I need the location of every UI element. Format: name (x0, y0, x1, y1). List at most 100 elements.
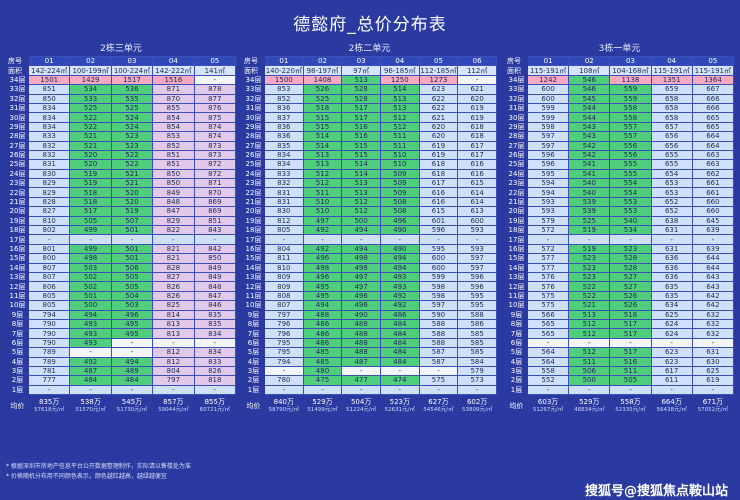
price-cell: 502 (69, 281, 112, 292)
price-cell: 522 (568, 290, 611, 302)
price-cell: 520 (110, 196, 154, 208)
price-cell: 508 (379, 196, 420, 208)
price-cell: 540 (609, 215, 652, 227)
price-cell: 621 (418, 112, 459, 123)
price-cell: 546 (568, 74, 611, 86)
table-row: 7层 790 493 495 813 834 (7, 328, 237, 339)
price-cell: 1242 (526, 74, 570, 86)
price-cell: 496 (302, 271, 343, 283)
avg-unit-price: 51499元/㎡ (307, 407, 338, 414)
price-cell: 617 (418, 178, 459, 189)
price-cell: 596 (457, 281, 497, 292)
table-row: 31层 836 518 517 513 622 619 (243, 102, 497, 114)
price-cell: 821 (152, 253, 195, 264)
price-cell: 514 (379, 84, 420, 95)
price-cell: 520 (110, 187, 154, 198)
price-cell: 494 (302, 300, 343, 311)
avg-cell: 855万 60721元/㎡ (194, 395, 235, 418)
price-cell: 505 (69, 215, 112, 227)
table-row: 10层 805 500 503 825 846 (7, 300, 237, 311)
avg-total: 857万 (163, 398, 184, 407)
price-cell: 789 (27, 347, 71, 358)
price-cell: 513 (302, 149, 343, 161)
price-cell: 666 (691, 102, 735, 114)
floor-label: 9层 (11, 310, 24, 319)
price-cell: 497 (341, 271, 381, 283)
floor-label: 10层 (245, 301, 262, 310)
price-cell: 826 (193, 365, 237, 377)
price-cell: - (193, 337, 237, 349)
floor-label: 12层 (245, 282, 262, 291)
avg-cell: 602万 53809元/㎡ (458, 395, 497, 418)
price-cell: 832 (27, 140, 71, 151)
price-cell: 587 (418, 347, 459, 358)
price-cell: 486 (302, 337, 343, 349)
table-row: 26层 834 513 515 510 619 617 (243, 149, 497, 161)
table-row: 8层 790 493 495 813 835 (7, 318, 237, 330)
table-row: 25层 831 520 522 851 872 (7, 159, 237, 170)
price-cell: 590 (418, 309, 459, 320)
floor-label: 14层 (9, 263, 26, 272)
price-cell: 596 (526, 149, 570, 161)
price-cell: - (457, 384, 497, 396)
price-cell: - (27, 384, 71, 396)
price-cell: 552 (526, 375, 570, 386)
price-cell: 818 (193, 375, 237, 386)
price-cell: 526 (609, 300, 652, 311)
price-cell: 597 (457, 253, 497, 264)
avg-total: 529万 (312, 398, 333, 407)
price-cell: 825 (152, 300, 195, 311)
floor-label: 28层 (9, 132, 26, 141)
price-cell: - (264, 365, 304, 377)
price-cell: 653 (650, 178, 693, 189)
floor-label: 29层 (245, 122, 262, 131)
avg-row: 均价 603万 51267元/㎡ 529万 48834元/㎡ 558万 52335元/㎡ 66… (506, 395, 734, 418)
price-cell: 813 (152, 328, 195, 339)
price-cell: 564 (526, 347, 570, 358)
price-cell: 593 (457, 243, 497, 255)
floor-label: 10层 (9, 301, 26, 310)
price-cell: 850 (193, 253, 237, 264)
table-row: 14层 810 498 498 494 600 597 (243, 262, 497, 274)
floor-label: 30层 (508, 113, 525, 122)
table-row: 18层 572 519 534 631 639 (506, 225, 735, 236)
price-cell: 490 (341, 309, 381, 320)
price-cell: 615 (418, 206, 459, 217)
price-cell: 523 (568, 262, 611, 274)
table-row: 21层 831 510 512 508 616 614 (243, 196, 497, 208)
price-cell: 801 (27, 243, 71, 255)
price-cell: 579 (457, 365, 497, 377)
table-row: 25层 834 513 514 510 618 616 (243, 159, 497, 170)
table-row: 15层 800 498 501 821 850 (7, 253, 237, 264)
price-cell: 595 (418, 243, 459, 255)
price-cell: 616 (457, 159, 497, 170)
price-cell: 490 (379, 243, 420, 255)
avg-unit-price: 58790元/㎡ (268, 407, 299, 414)
price-cell: - (609, 234, 652, 245)
price-cell: 586 (457, 318, 497, 330)
price-cell: 492 (302, 243, 343, 255)
price-cell: 484 (69, 375, 112, 386)
price-cell: 539 (568, 196, 611, 208)
price-cell: 501 (110, 243, 154, 255)
unit-header: 05 (691, 55, 735, 67)
price-cell: 800 (27, 253, 71, 264)
floor-label: 14层 (508, 263, 525, 272)
table-row: 2层 552 500 505 611 619 (506, 375, 735, 386)
floor-label: 30层 (245, 113, 262, 122)
table-row: 6层 795 486 488 484 588 585 (243, 337, 497, 349)
price-cell: 600 (418, 253, 459, 264)
price-cell: 566 (526, 309, 570, 320)
price-cell: 525 (568, 215, 611, 227)
floor-label: 31层 (508, 104, 525, 113)
floor-label: 1层 (510, 385, 523, 394)
footnotes: * 根据深圳市房地产信息平台公开数据整理制作，实际请以售楼处为准 * 价格随机分… (6, 462, 191, 482)
price-cell: 526 (302, 84, 343, 95)
price-cell: 851 (27, 84, 71, 95)
floor-label: 14层 (245, 263, 262, 272)
price-cell: - (568, 234, 611, 245)
price-cell: 851 (193, 215, 237, 227)
price-cell: 807 (27, 271, 71, 283)
price-cell: - (341, 365, 381, 377)
price-cell: 667 (691, 84, 735, 95)
